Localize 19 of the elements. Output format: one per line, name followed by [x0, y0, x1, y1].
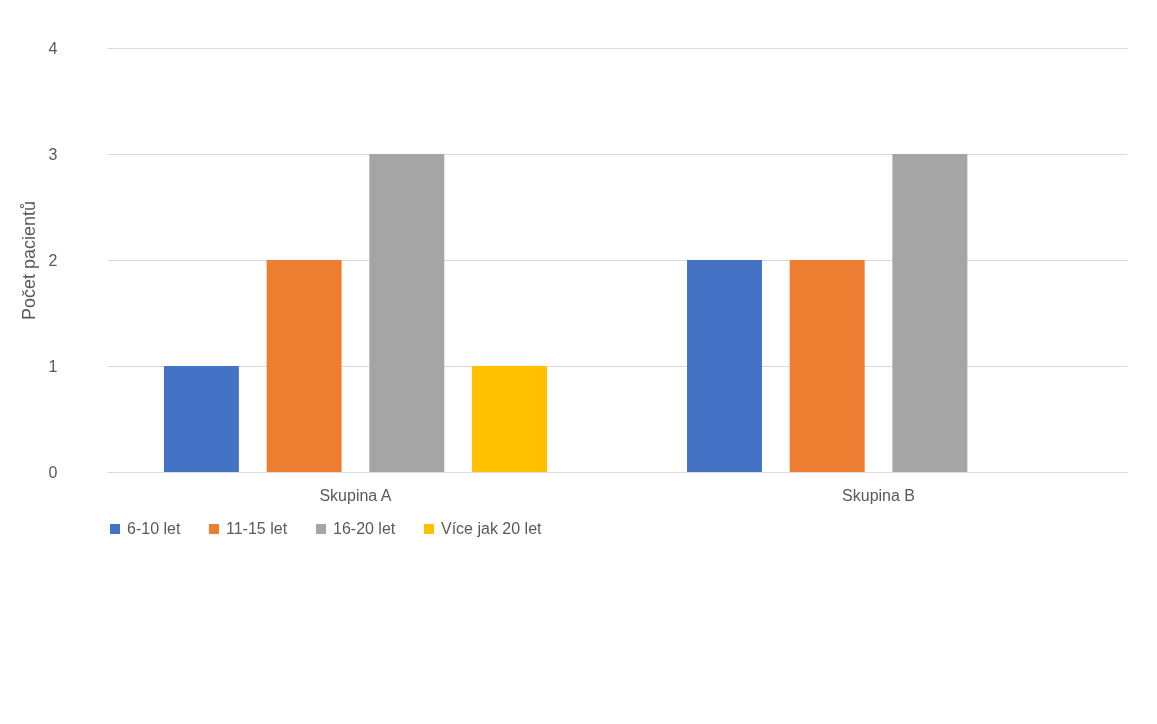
bar [472, 366, 547, 472]
bar [892, 154, 968, 472]
legend-label: 16-20 let [333, 520, 396, 537]
y-tick-label: 0 [48, 463, 58, 481]
legend-label: Více jak 20 let [441, 520, 543, 537]
y-tick-label: 2 [48, 251, 58, 269]
y-tick-label: 4 [48, 39, 58, 57]
x-tick-label: Skupina B [842, 486, 916, 504]
y-tick-label: 3 [48, 145, 58, 163]
bar [369, 154, 445, 472]
y-axis-title: Počet pacientů [18, 200, 39, 321]
bar [163, 366, 239, 472]
legend-label: 6-10 let [127, 520, 181, 537]
y-tick-label: 1 [48, 357, 58, 375]
x-tick-label: Skupina A [319, 486, 392, 504]
bar [789, 260, 865, 472]
bar [687, 260, 762, 472]
legend-label: 11-15 let [226, 520, 288, 537]
bar [266, 260, 342, 472]
